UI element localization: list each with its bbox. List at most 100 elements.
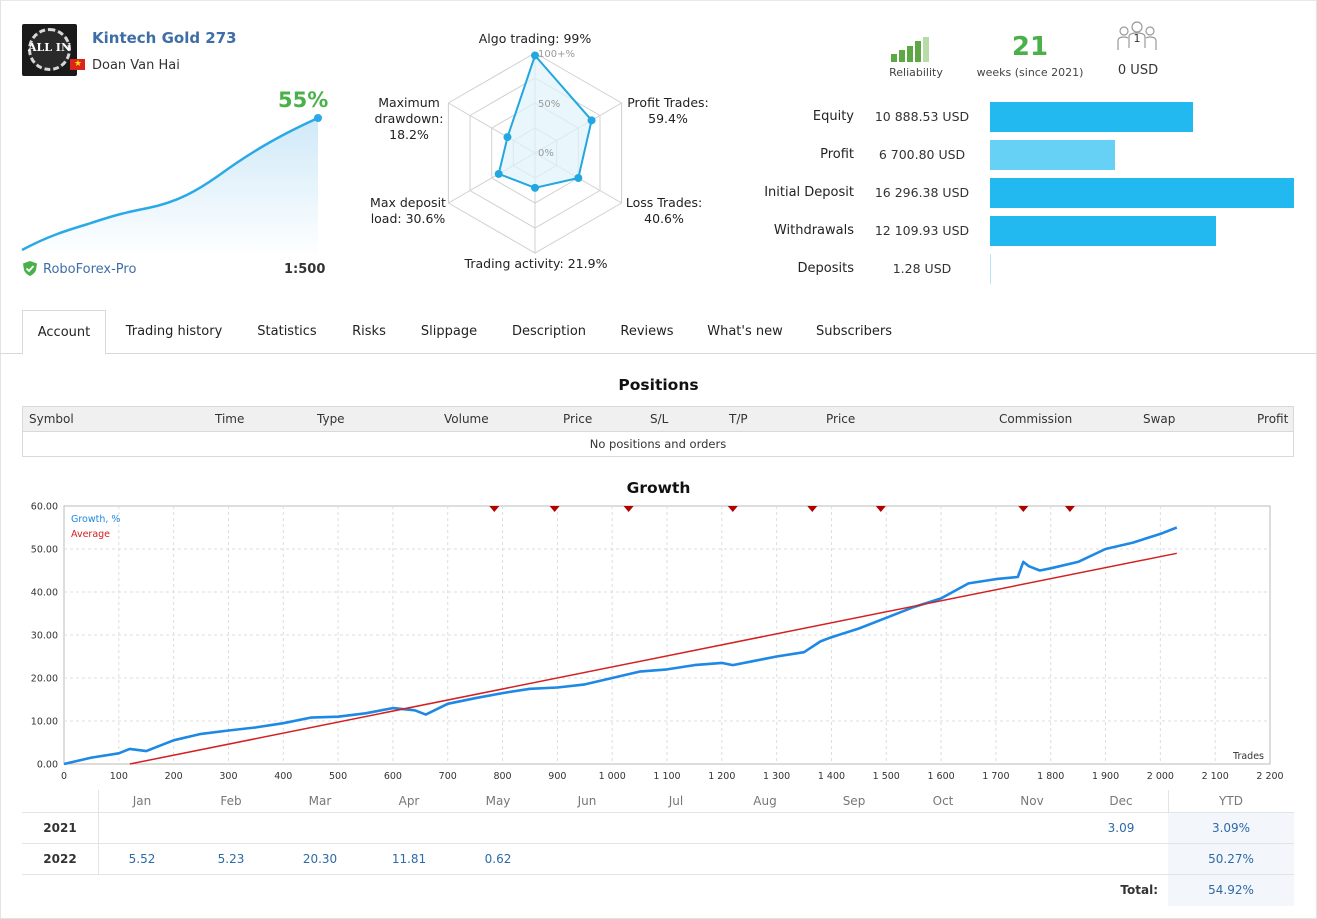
- y-tick-label: 20.00: [31, 674, 58, 685]
- balance-label-deposits: Deposits: [797, 261, 854, 276]
- radar-point-max-drawdown: [503, 133, 512, 142]
- ytd-cell-2022: 50.27%: [1168, 844, 1294, 875]
- x-tick-label: 1 400: [818, 771, 845, 782]
- x-tick-label: 2 200: [1256, 771, 1283, 782]
- cell-2022-may[interactable]: 0.62: [484, 852, 512, 866]
- yearly-returns-table: Jan Feb Mar Apr May Jun Jul Aug Sep Oct …: [22, 790, 1294, 906]
- cell-2021-dec[interactable]: 3.09: [1107, 821, 1135, 835]
- y-tick-label: 40.00: [31, 588, 58, 599]
- cell-2022-apr[interactable]: 11.81: [391, 852, 427, 866]
- balance-value-profit: 6 700.80 USD: [878, 147, 966, 162]
- x-tick-label: 400: [274, 771, 292, 782]
- x-tick-label: 1 200: [708, 771, 735, 782]
- x-tick-label: 1 000: [599, 771, 626, 782]
- month-dec: Dec: [1109, 794, 1133, 808]
- y-tick-label: 10.00: [31, 717, 58, 728]
- radar-point-algo: [531, 51, 539, 60]
- year-label: 2022: [43, 852, 77, 866]
- x-tick-label: 1 900: [1092, 771, 1119, 782]
- event-marker[interactable]: [807, 506, 818, 512]
- month-aug: Aug: [753, 794, 777, 808]
- event-marker[interactable]: [727, 506, 738, 512]
- col-price-current[interactable]: Price: [826, 412, 856, 426]
- subscribers-usd: 0 USD: [1117, 63, 1159, 78]
- total-value-cell: 54.92%: [1168, 875, 1294, 906]
- col-commission[interactable]: Commission: [999, 412, 1073, 426]
- month-jun: Jun: [577, 794, 597, 808]
- tab-subscribers[interactable]: Subscribers: [816, 324, 892, 339]
- radar-point-trading-activity: [531, 183, 539, 192]
- col-price-open[interactable]: Price: [563, 412, 593, 426]
- x-tick-label: 800: [493, 771, 511, 782]
- x-tick-label: 2 100: [1202, 771, 1229, 782]
- total-row: Total: 54.92%: [22, 874, 1294, 906]
- signal-logo: ALL IN: [22, 24, 77, 76]
- tab-slippage[interactable]: Slippage: [420, 324, 478, 339]
- balance-value-deposits: 1.28 USD: [892, 261, 952, 276]
- col-tp[interactable]: T/P: [729, 412, 748, 426]
- cell-2022-jan[interactable]: 5.52: [128, 852, 156, 866]
- tab-bar: Account Trading history Statistics Risks…: [0, 310, 1317, 355]
- tab-account[interactable]: Account: [22, 310, 106, 355]
- event-marker[interactable]: [1064, 506, 1075, 512]
- broker-link[interactable]: RoboForex-Pro: [43, 262, 137, 277]
- col-symbol[interactable]: Symbol: [29, 412, 74, 426]
- reliability-bars-icon: [891, 37, 929, 62]
- balance-label-profit: Profit: [820, 147, 854, 162]
- balance-value-initial-deposit: 16 296.38 USD: [874, 185, 970, 200]
- radar-label-max-deposit-load: Max deposit load: 30.6%: [370, 195, 446, 226]
- author-name[interactable]: Doan Van Hai: [92, 58, 180, 73]
- radar-label-algo: Algo trading: 99%: [478, 31, 592, 46]
- radar-scale-50: 50%: [538, 99, 560, 110]
- balance-bar-deposits: [990, 254, 991, 284]
- radar-scale-100: 100+%: [538, 49, 575, 60]
- radar-label-max-drawdown: Maximum drawdown: 18.2%: [374, 95, 444, 142]
- year-row-2021: 2021 3.09 3.09%: [22, 812, 1294, 844]
- positions-title: Positions: [618, 376, 699, 394]
- cell-2022-mar[interactable]: 20.30: [302, 852, 338, 866]
- y-tick-label: 0.00: [37, 760, 58, 771]
- tab-risks[interactable]: Risks: [352, 324, 386, 339]
- col-profit[interactable]: Profit: [1257, 412, 1289, 426]
- event-marker[interactable]: [875, 506, 886, 512]
- tab-reviews[interactable]: Reviews: [620, 324, 674, 339]
- tab-trading-history[interactable]: Trading history: [125, 324, 223, 339]
- tab-statistics[interactable]: Statistics: [257, 324, 317, 339]
- balance-value-equity: 10 888.53 USD: [874, 109, 970, 124]
- signal-title[interactable]: Kintech Gold 273: [92, 29, 237, 47]
- event-marker[interactable]: [623, 506, 634, 512]
- leverage-value: 1:500: [284, 262, 326, 277]
- year-label: 2021: [43, 821, 77, 835]
- radar-label-trading-activity: Trading activity: 21.9%: [464, 256, 608, 271]
- cell-2022-feb[interactable]: 5.23: [217, 852, 245, 866]
- subscribers-count: 1: [1133, 32, 1141, 45]
- radar-chart: 100+% 50% 0%: [447, 49, 623, 254]
- y-tick-label: 30.00: [31, 631, 58, 642]
- positions-table: Symbol Time Type Volume Price S/L T/P Pr…: [22, 406, 1294, 457]
- tab-description[interactable]: Description: [511, 324, 587, 339]
- col-swap[interactable]: Swap: [1143, 412, 1176, 426]
- balance-label-equity: Equity: [812, 109, 854, 124]
- growth-title: Growth: [626, 479, 691, 497]
- balance-bar-equity: [990, 102, 1193, 132]
- y-tick-label: 60.00: [31, 502, 58, 513]
- col-time[interactable]: Time: [215, 412, 245, 426]
- col-sl[interactable]: S/L: [650, 412, 669, 426]
- x-tick-label: 0: [61, 771, 67, 782]
- balance-value-withdrawals: 12 109.93 USD: [874, 223, 970, 238]
- month-feb: Feb: [220, 794, 242, 808]
- ytd-cell-2021: 3.09%: [1168, 813, 1294, 844]
- tab-whats-new[interactable]: What's new: [707, 324, 783, 339]
- col-type[interactable]: Type: [317, 412, 345, 426]
- col-volume[interactable]: Volume: [444, 412, 489, 426]
- legend-average: Average: [71, 529, 110, 540]
- event-marker[interactable]: [489, 506, 500, 512]
- growth-percent: 55%: [278, 88, 329, 112]
- event-marker[interactable]: [1018, 506, 1029, 512]
- event-marker[interactable]: [549, 506, 560, 512]
- weeks-count: 21: [1011, 32, 1049, 62]
- growth-chart: 0 100 200 300 400 500 600 700 800 900 1 000 1 100 1 …: [31, 502, 1284, 783]
- positions-header-row: Symbol Time Type Volume Price S/L T/P Pr…: [23, 407, 1293, 432]
- legend-growth: Growth, %: [71, 514, 120, 525]
- growth-series-line: [63, 526, 1178, 766]
